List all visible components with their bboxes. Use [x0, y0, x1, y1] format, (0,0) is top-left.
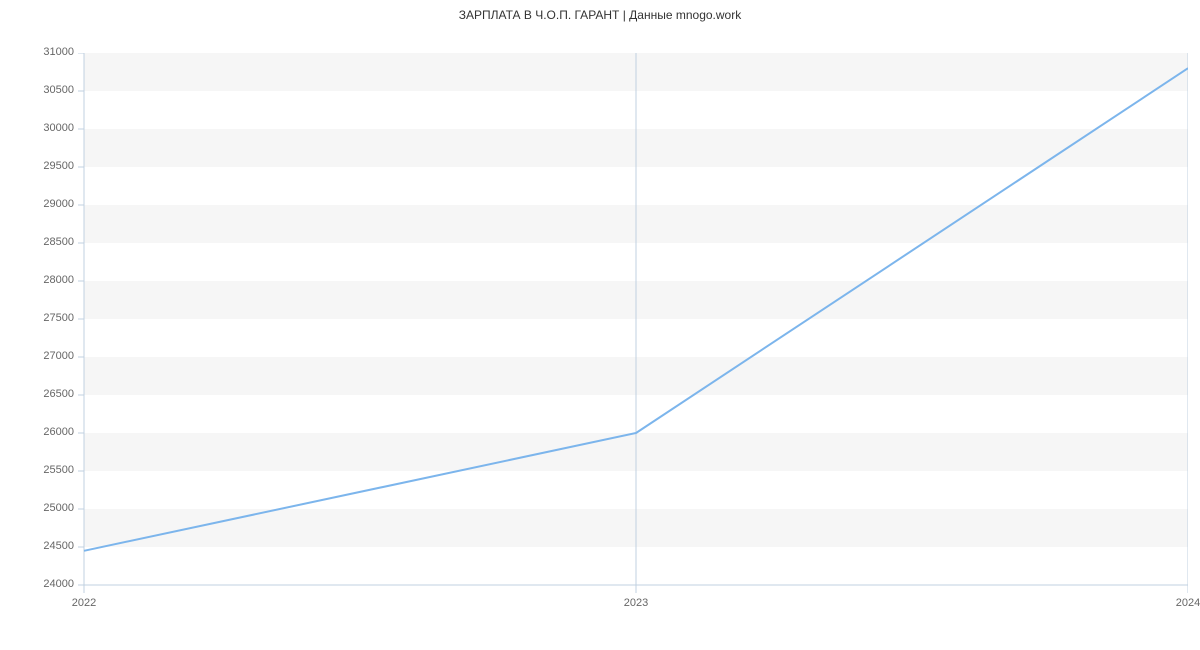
y-tick-label: 26500 [14, 388, 74, 400]
y-tick-label: 25000 [14, 502, 74, 514]
chart-svg [76, 53, 1188, 595]
y-tick-label: 29500 [14, 160, 74, 172]
y-tick-label: 30500 [14, 84, 74, 96]
x-tick-label: 2022 [44, 597, 124, 609]
x-tick-label: 2023 [596, 597, 676, 609]
y-tick-label: 24500 [14, 540, 74, 552]
y-tick-label: 25500 [14, 464, 74, 476]
y-tick-label: 27000 [14, 350, 74, 362]
y-tick-label: 31000 [14, 46, 74, 58]
y-tick-label: 27500 [14, 312, 74, 324]
chart-container: ЗАРПЛАТА В Ч.О.П. ГАРАНТ | Данные mnogo.… [0, 0, 1200, 650]
plot-area [84, 53, 1188, 585]
chart-title: ЗАРПЛАТА В Ч.О.П. ГАРАНТ | Данные mnogo.… [0, 8, 1200, 22]
y-tick-label: 26000 [14, 426, 74, 438]
y-tick-label: 24000 [14, 578, 74, 590]
y-tick-label: 30000 [14, 122, 74, 134]
x-tick-label: 2024 [1148, 597, 1200, 609]
y-tick-label: 28500 [14, 236, 74, 248]
y-tick-label: 28000 [14, 274, 74, 286]
y-tick-label: 29000 [14, 198, 74, 210]
